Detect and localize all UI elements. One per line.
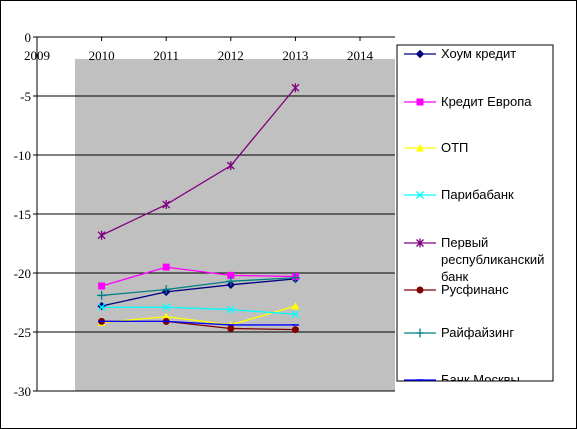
plot-area xyxy=(75,59,395,391)
data-point xyxy=(227,271,235,279)
data-point xyxy=(98,282,106,290)
legend-marker xyxy=(416,238,424,248)
legend-marker xyxy=(416,286,424,294)
data-point xyxy=(291,302,300,310)
data-point xyxy=(161,285,171,295)
legend-label: Кредит Европа xyxy=(441,94,532,109)
x-tick-label: 2010 xyxy=(89,48,115,63)
legend-item: Русфинанс xyxy=(404,282,509,297)
y-tick-label: -10 xyxy=(14,148,31,163)
x-tick-label: 2012 xyxy=(218,48,244,63)
series-4 xyxy=(97,83,300,240)
y-tick-label: -5 xyxy=(20,89,31,104)
data-point xyxy=(226,305,235,314)
series-line xyxy=(101,306,296,315)
legend-item: Парибабанк xyxy=(404,187,514,202)
x-tick-label: 2009 xyxy=(24,48,50,63)
legend-item: Первый республиканский банк xyxy=(404,235,544,284)
data-point xyxy=(226,161,235,171)
legend-label: Банк Москвы xyxy=(441,372,520,387)
legend-label: Русфинанс xyxy=(441,282,509,297)
series-line xyxy=(101,266,296,287)
legend-item: ОТП xyxy=(404,140,468,155)
legend-marker xyxy=(415,49,425,59)
data-point xyxy=(226,276,236,286)
x-tick-label: 2014 xyxy=(347,48,374,63)
data-point xyxy=(291,326,299,334)
series-line xyxy=(101,320,296,326)
y-tick-label: -25 xyxy=(14,325,31,340)
legend-label: Райфайзинг xyxy=(441,325,514,340)
series-6 xyxy=(97,273,300,300)
legend-label: ОТП xyxy=(441,140,468,155)
legend-marker xyxy=(416,144,424,152)
legend: Хоум кредит Кредит Европа ОТП Парибабанк Пер… xyxy=(404,46,544,387)
legend-marker xyxy=(416,98,424,106)
data-point xyxy=(227,324,235,332)
y-tick-label: -15 xyxy=(14,207,31,222)
data-point xyxy=(97,290,107,300)
data-point xyxy=(97,230,106,240)
data-point xyxy=(291,310,300,319)
legend-marker xyxy=(416,191,424,199)
data-point xyxy=(162,263,170,271)
legend-marker xyxy=(415,328,425,338)
legend-item: Кредит Европа xyxy=(404,94,532,109)
y-tick-label: 0 xyxy=(25,30,32,45)
legend-item: Хоум кредит xyxy=(404,46,516,61)
legend-label: Первый республиканский банк xyxy=(441,235,544,284)
legend-label: Парибабанк xyxy=(441,187,514,202)
series-line xyxy=(101,278,296,307)
data-point xyxy=(290,273,300,283)
y-tick-label: -20 xyxy=(14,266,31,281)
data-point xyxy=(97,303,106,312)
data-point xyxy=(162,200,171,210)
series-line xyxy=(101,87,296,236)
series-line xyxy=(101,277,296,297)
legend-item: Банк Москвы xyxy=(404,372,520,387)
series-line xyxy=(101,305,296,326)
legend-item: Райфайзинг xyxy=(404,325,514,340)
series-3 xyxy=(97,303,300,319)
data-point xyxy=(291,83,300,93)
x-tick-label: 2011 xyxy=(153,48,179,63)
legend-label: Хоум кредит xyxy=(441,46,516,61)
y-tick-label: -30 xyxy=(14,384,31,399)
data-point xyxy=(162,312,171,321)
data-point xyxy=(162,303,171,312)
x-tick-label: 2013 xyxy=(282,48,308,63)
series-7 xyxy=(98,320,299,326)
